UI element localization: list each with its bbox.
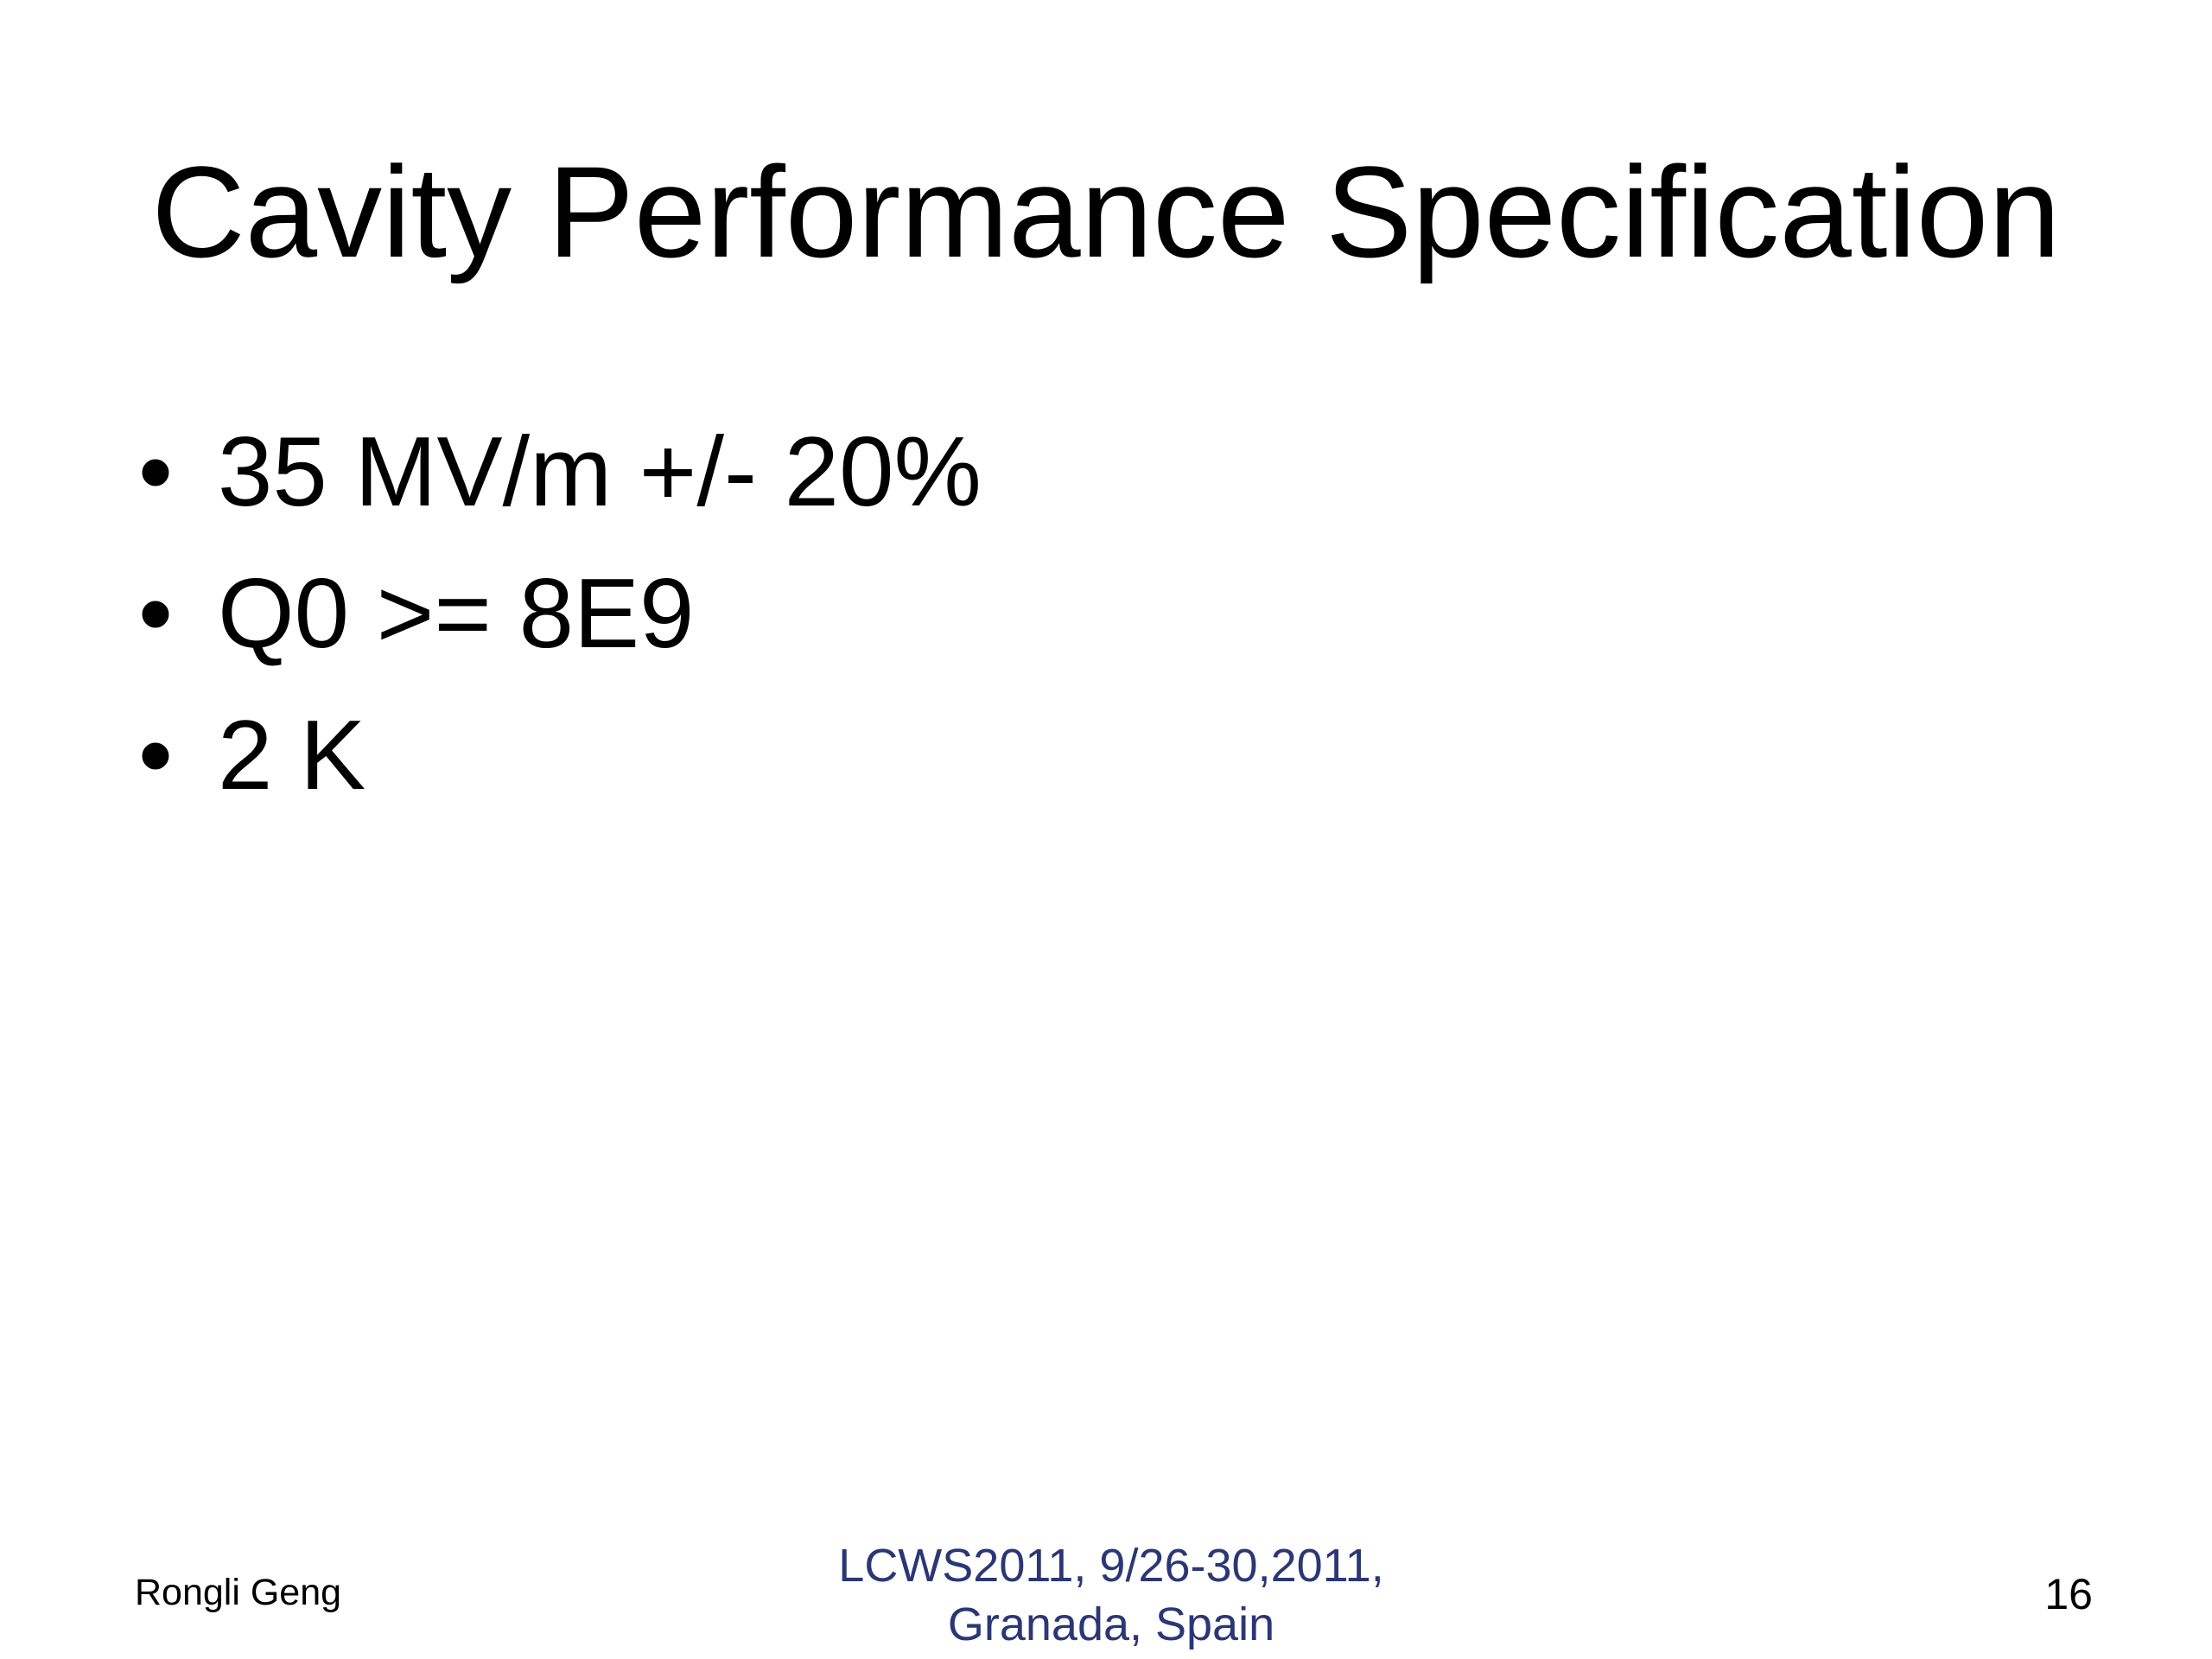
page-number: 16 <box>2044 1570 2093 1618</box>
bullet-marker: • <box>138 417 173 527</box>
bullet-text: Q0 >= 8E9 <box>218 559 695 669</box>
bullet-item: • Q0 >= 8E9 <box>138 565 694 664</box>
bullet-item: • 2 K <box>138 707 365 805</box>
footer-event-line: Granada, Spain <box>947 1599 1275 1650</box>
bullet-marker: • <box>138 701 173 810</box>
bullet-text: 2 K <box>218 701 366 810</box>
footer-author: Rongli Geng <box>135 1572 342 1613</box>
bullet-item: • 35 MV/m +/- 20% <box>138 423 982 522</box>
slide-title: Cavity Performance Specification <box>151 139 2061 284</box>
bullet-marker: • <box>138 559 173 669</box>
footer-event-line: LCWS2011, 9/26-30,2011, <box>838 1540 1384 1592</box>
bullet-text: 35 MV/m +/- 20% <box>218 417 982 527</box>
